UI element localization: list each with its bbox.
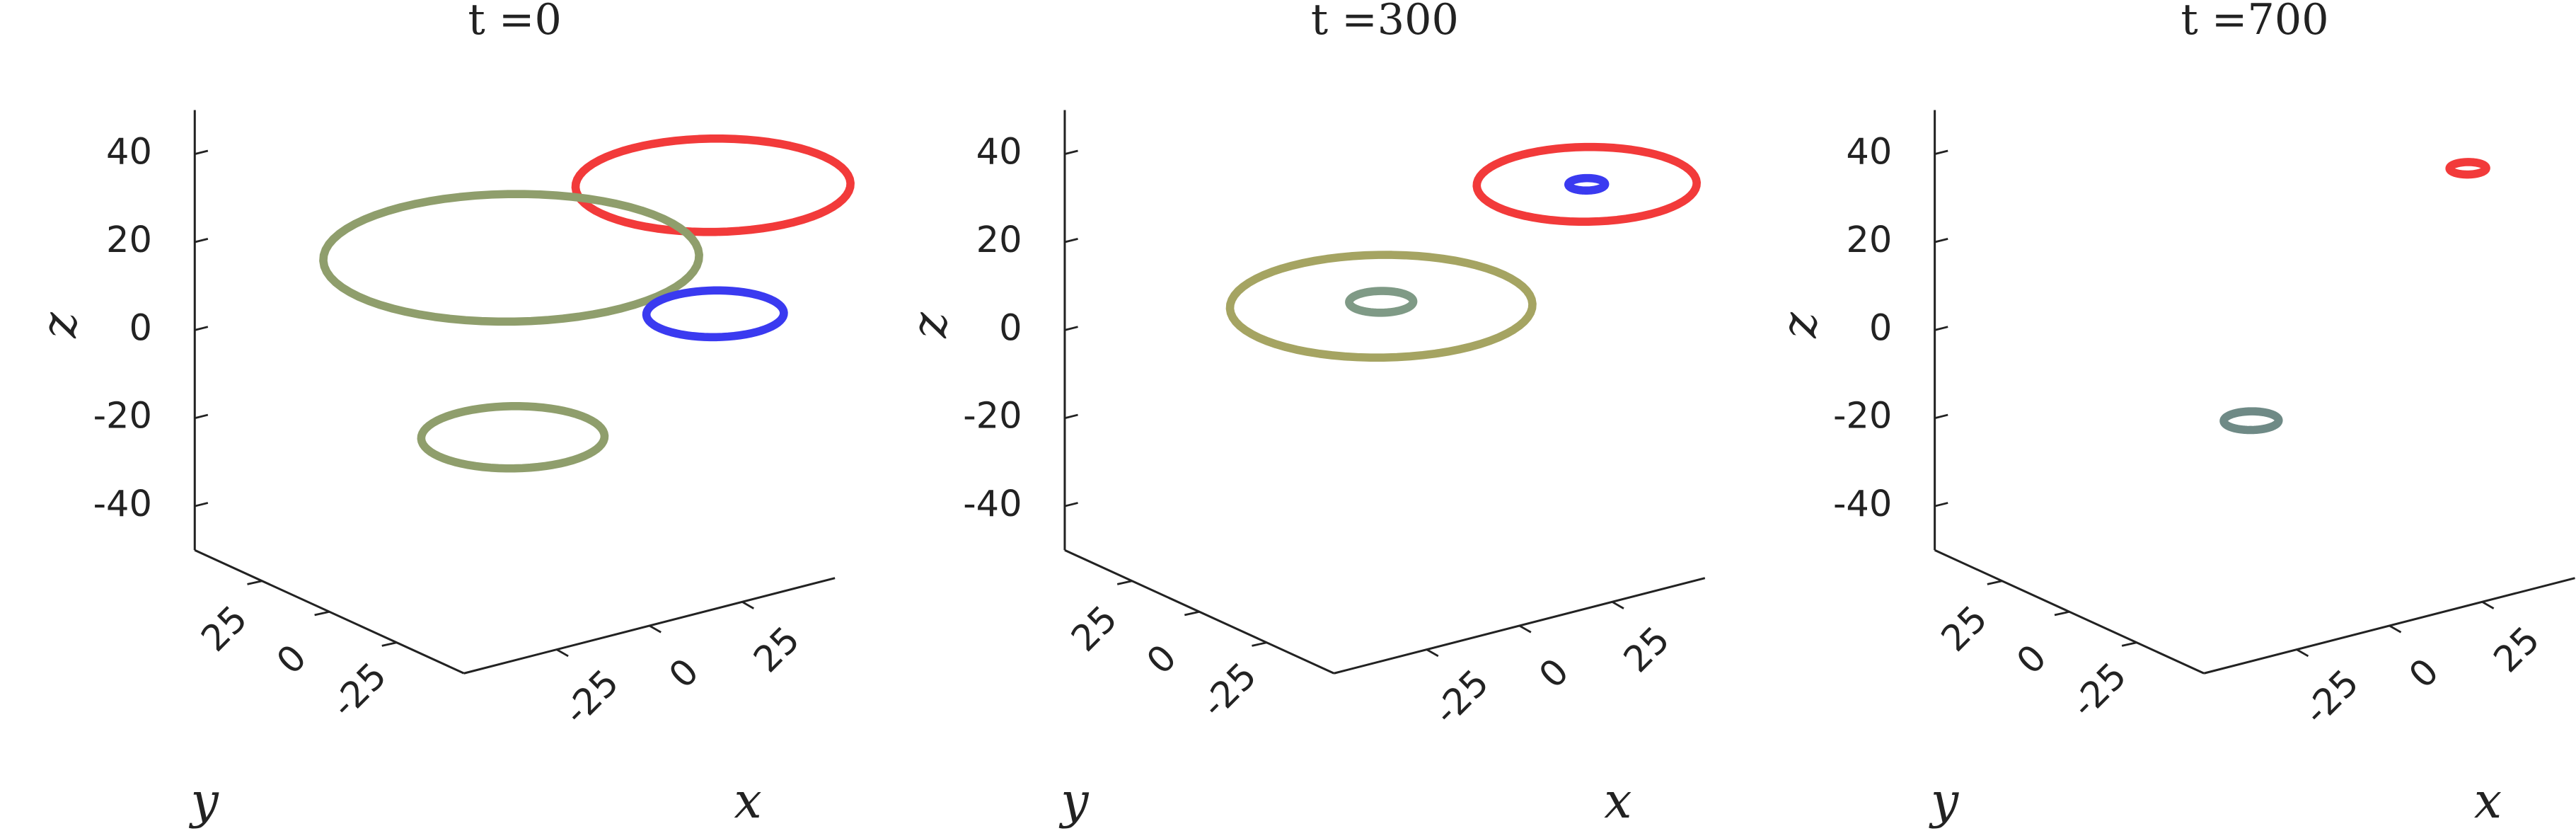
x-tick [1612,601,1624,609]
x-tick [2296,648,2309,658]
z-tick [194,238,209,243]
ring [1472,142,1701,226]
z-tick [194,502,209,508]
z-tick [1934,238,1948,243]
ring [319,190,703,326]
y-tick [314,610,330,617]
y-tick [2054,610,2070,617]
z-tick-label: 0 [1869,307,1892,349]
x-tick [2389,624,2402,634]
z-tick-label: -40 [1833,483,1892,525]
y-tick-label: 25 [1934,598,1996,660]
ring [2445,158,2490,179]
x-tick [1426,648,1439,658]
z-tick [194,413,209,420]
z-tick-label: 20 [106,219,152,261]
ring [642,286,788,342]
y-axis-label: y [1929,772,1960,830]
z-tick [194,326,209,331]
y-axis-label: y [1058,772,1090,830]
ring [1225,251,1537,362]
ring [2219,407,2283,435]
x-tick [556,648,569,658]
ring [1564,173,1610,195]
x-tick-label: -25 [556,662,628,733]
panel-title: t =0 [468,0,562,45]
x-tick [649,624,662,634]
y-tick-label: -25 [324,655,395,726]
z-tick-label: -20 [1833,396,1892,437]
z-tick-label: 0 [999,307,1022,349]
y-tick-label: -25 [1194,655,1265,726]
x-tick [2481,601,2495,609]
x-tick-label: -25 [2296,662,2367,733]
z-tick-label: 40 [106,132,152,173]
y-tick-label: 0 [1139,637,1185,683]
z-tick [1064,149,1078,155]
x-tick-label: 25 [746,619,809,681]
z-tick-label: -40 [963,483,1022,525]
y-tick [247,580,262,585]
z-tick-label: 40 [1846,132,1892,173]
ring [417,402,609,473]
panel-title: t =300 [1311,0,1459,45]
z-axis-label: z [1771,312,1828,339]
z-tick [1934,326,1948,331]
y-tick [1116,580,1133,585]
x-axis-label: x [2474,772,2502,830]
y-tick [381,641,397,647]
z-tick-label: 20 [1846,219,1892,261]
x-tick-label: 0 [1532,651,1578,697]
x-tick [1518,624,1532,634]
y-tick-label: -25 [2064,655,2135,726]
y-tick-label: 0 [2009,637,2055,683]
x-tick-label: 25 [2486,619,2548,681]
x-tick-label: 0 [662,651,707,697]
x-axis-label: x [1604,772,1631,830]
x-axis-label: x [734,772,762,830]
x-tick [741,601,754,609]
ring [571,134,855,236]
y-tick [2121,641,2137,647]
y-axis-label: y [189,772,220,830]
x-tick-label: 0 [2401,651,2447,697]
y-tick-label: 25 [194,598,256,660]
z-tick [1934,502,1948,508]
x-tick-label: -25 [1426,662,1497,733]
z-tick-label: -20 [963,396,1022,437]
panel-title: t =700 [2181,0,2329,45]
x-tick-label: 25 [1616,619,1678,681]
z-tick-label: -40 [93,483,152,525]
z-tick [1064,238,1078,243]
y-tick-label: 25 [1063,598,1126,660]
y-tick-label: 0 [269,637,315,683]
z-tick [1064,326,1078,331]
y-tick [1184,610,1200,617]
z-tick-label: -20 [93,396,152,437]
z-tick-label: 40 [976,132,1022,173]
ring [1345,287,1418,317]
z-tick-label: 20 [976,219,1022,261]
z-tick [1934,149,1948,155]
z-tick [1064,502,1078,508]
z-tick [1064,413,1078,420]
z-tick [1934,413,1948,420]
y-tick [1987,580,2003,585]
z-axis-label: z [901,312,958,339]
y-tick [1252,641,1267,647]
z-axis-label: z [31,312,88,339]
z-tick [194,149,209,155]
z-tick-label: 0 [129,307,151,349]
